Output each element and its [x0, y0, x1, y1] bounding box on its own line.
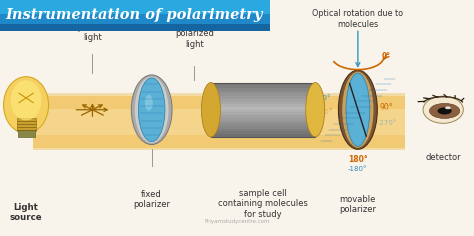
Ellipse shape: [338, 70, 377, 149]
FancyBboxPatch shape: [211, 129, 315, 131]
Text: Linearly
polarized
light: Linearly polarized light: [175, 19, 214, 49]
Circle shape: [429, 103, 460, 118]
Ellipse shape: [423, 96, 463, 123]
Ellipse shape: [135, 76, 169, 143]
Text: movable
polarizer: movable polarizer: [339, 195, 376, 214]
Text: fixed
polarizer: fixed polarizer: [133, 190, 170, 209]
FancyBboxPatch shape: [211, 131, 315, 134]
FancyBboxPatch shape: [211, 88, 315, 91]
Ellipse shape: [145, 95, 153, 111]
FancyBboxPatch shape: [211, 123, 315, 126]
Ellipse shape: [201, 83, 220, 137]
Text: Light
source: Light source: [10, 203, 42, 222]
FancyBboxPatch shape: [17, 118, 36, 131]
FancyBboxPatch shape: [211, 115, 315, 118]
Circle shape: [445, 106, 451, 109]
FancyBboxPatch shape: [33, 93, 405, 150]
Ellipse shape: [131, 75, 172, 144]
FancyBboxPatch shape: [211, 113, 315, 115]
FancyBboxPatch shape: [211, 104, 315, 107]
Text: 270°: 270°: [315, 109, 333, 115]
FancyBboxPatch shape: [33, 96, 405, 148]
Text: unpolarized
light: unpolarized light: [68, 23, 117, 42]
FancyBboxPatch shape: [211, 134, 315, 137]
Text: 180°: 180°: [348, 155, 368, 164]
Ellipse shape: [346, 73, 370, 146]
FancyBboxPatch shape: [18, 130, 35, 137]
Text: -90°: -90°: [315, 95, 331, 101]
Ellipse shape: [342, 72, 374, 148]
FancyBboxPatch shape: [211, 118, 315, 121]
FancyBboxPatch shape: [211, 85, 315, 88]
Circle shape: [438, 107, 452, 114]
Text: 0°: 0°: [382, 52, 391, 61]
FancyBboxPatch shape: [211, 93, 315, 96]
Text: sample cell
containing molecules
for study: sample cell containing molecules for stu…: [218, 189, 308, 219]
FancyBboxPatch shape: [211, 91, 315, 93]
Ellipse shape: [11, 80, 42, 120]
Text: Optical rotation due to
molecules: Optical rotation due to molecules: [312, 9, 403, 29]
Text: detector: detector: [425, 153, 461, 162]
FancyBboxPatch shape: [0, 0, 270, 14]
FancyBboxPatch shape: [0, 24, 270, 31]
FancyBboxPatch shape: [211, 83, 315, 85]
FancyBboxPatch shape: [211, 96, 315, 99]
FancyBboxPatch shape: [211, 101, 315, 104]
Ellipse shape: [138, 78, 165, 142]
FancyBboxPatch shape: [211, 99, 315, 101]
FancyBboxPatch shape: [0, 14, 270, 24]
FancyBboxPatch shape: [211, 126, 315, 129]
FancyBboxPatch shape: [211, 110, 315, 112]
Text: -270°: -270°: [377, 120, 397, 126]
FancyBboxPatch shape: [211, 121, 315, 123]
FancyBboxPatch shape: [33, 109, 405, 135]
Text: 90°: 90°: [379, 103, 393, 112]
Ellipse shape: [306, 83, 325, 137]
FancyBboxPatch shape: [211, 107, 315, 110]
Text: Instrumentation of polarimetry: Instrumentation of polarimetry: [6, 8, 263, 22]
Text: -180°: -180°: [348, 166, 368, 172]
Text: Priyamstudycentre.com: Priyamstudycentre.com: [204, 219, 270, 224]
Ellipse shape: [4, 77, 49, 133]
